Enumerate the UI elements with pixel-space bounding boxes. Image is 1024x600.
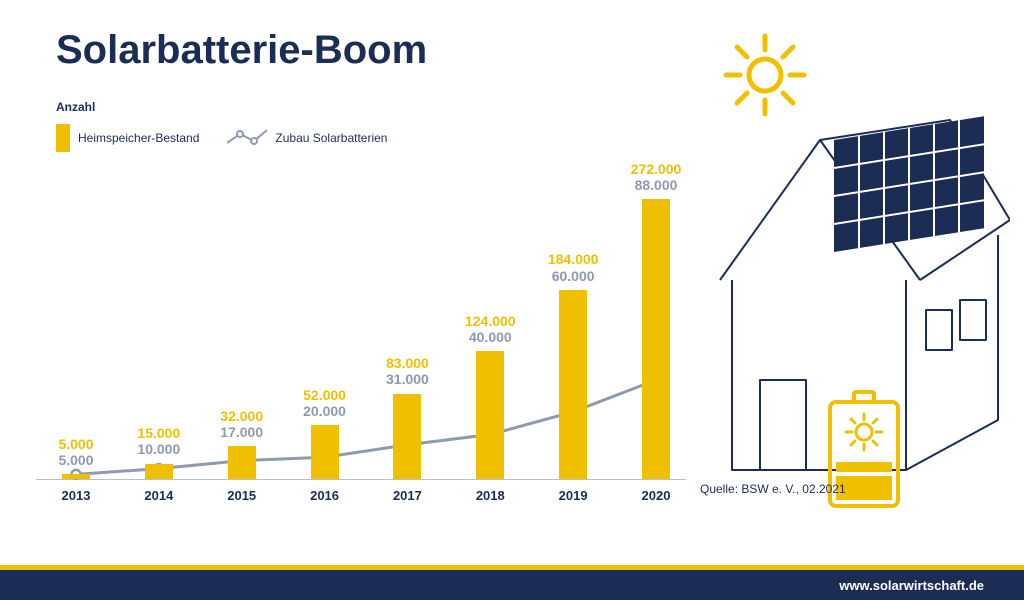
- source-text: Quelle: BSW e. V., 02.2021: [700, 482, 846, 496]
- bar-swatch-icon: [56, 124, 70, 152]
- bar-value-label: 52.00020.000: [285, 387, 365, 419]
- bar: [228, 446, 256, 479]
- page-title: Solarbatterie-Boom: [56, 28, 427, 73]
- legend-item-bar: Heimspeicher-Bestand: [56, 124, 199, 152]
- legend: Anzahl Heimspeicher-Bestand Zubau Solarb…: [56, 100, 387, 152]
- x-axis-label: 2018: [450, 488, 530, 503]
- plot: 5.0005.00015.00010.00032.00017.00052.000…: [36, 150, 686, 480]
- x-axis-label: 2019: [533, 488, 613, 503]
- bar: [476, 351, 504, 479]
- chart-area: 5.0005.00015.00010.00032.00017.00052.000…: [36, 150, 686, 510]
- bar-value-label: 124.00040.000: [450, 313, 530, 345]
- bar-value-label: 15.00010.000: [119, 425, 199, 457]
- bar-value-label: 83.00031.000: [367, 355, 447, 387]
- footer-url: www.solarwirtschaft.de: [839, 578, 984, 593]
- x-axis-label: 2017: [367, 488, 447, 503]
- line-swatch-icon: [227, 131, 267, 145]
- bar-value-label: 272.00088.000: [616, 161, 696, 193]
- legend-item-line: Zubau Solarbatterien: [227, 131, 387, 145]
- bar: [62, 474, 90, 479]
- bar-value-label: 32.00017.000: [202, 408, 282, 440]
- bar-value-label: 5.0005.000: [36, 436, 116, 468]
- bar: [559, 290, 587, 479]
- bar: [393, 394, 421, 479]
- bar: [642, 199, 670, 479]
- legend-heading: Anzahl: [56, 100, 387, 114]
- x-axis-label: 2014: [119, 488, 199, 503]
- bar-value-label: 184.00060.000: [533, 251, 613, 283]
- x-axis-label: 2020: [616, 488, 696, 503]
- bar: [311, 425, 339, 479]
- legend-bar-label: Heimspeicher-Bestand: [78, 131, 199, 145]
- x-axis-label: 2013: [36, 488, 116, 503]
- legend-line-label: Zubau Solarbatterien: [275, 131, 387, 145]
- bar: [145, 464, 173, 479]
- footer-bar: www.solarwirtschaft.de: [0, 570, 1024, 600]
- battery-icon: [824, 390, 904, 515]
- x-axis-label: 2016: [285, 488, 365, 503]
- x-axis-label: 2015: [202, 488, 282, 503]
